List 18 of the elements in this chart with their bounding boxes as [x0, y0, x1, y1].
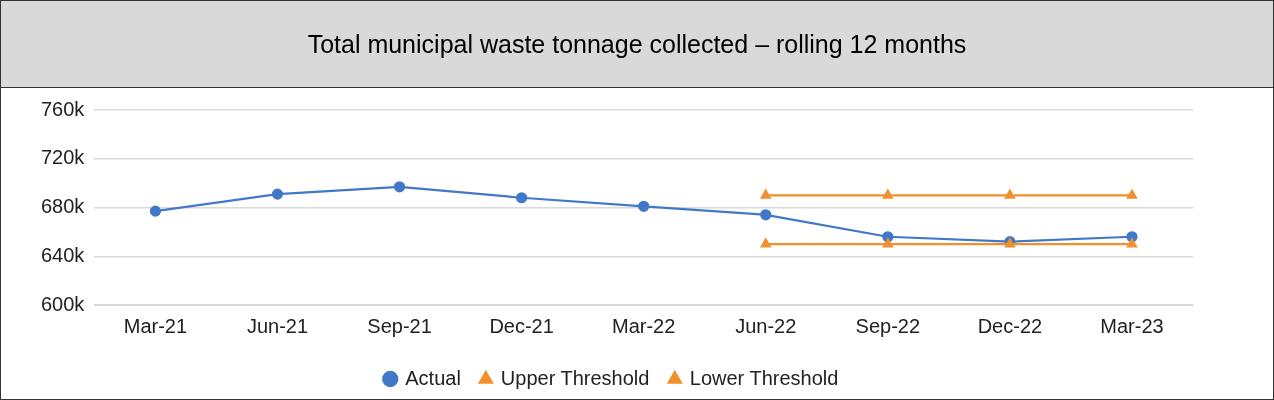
legend-label: Lower Threshold: [689, 366, 839, 389]
x-tick-label: Dec-22: [977, 314, 1043, 337]
y-tick-label: 720k: [40, 146, 86, 169]
y-tick-label: 680k: [40, 195, 86, 218]
chart-title: Total municipal waste tonnage collected – rolling 12 months: [1, 1, 1273, 88]
legend-label: Upper Threshold: [500, 366, 650, 389]
x-tick-label: Mar-22: [612, 314, 676, 337]
x-tick-label: Sep-21: [367, 314, 432, 337]
y-tick-label: 760k: [40, 97, 86, 120]
x-tick-label: Jun-22: [735, 314, 797, 337]
y-tick-label: 600k: [40, 292, 86, 315]
x-tick-label: Mar-23: [1100, 314, 1164, 337]
legend-label: Actual: [405, 366, 461, 389]
x-tick-label: Mar-21: [123, 314, 188, 337]
y-tick-label: 640k: [40, 243, 86, 266]
x-tick-label: Sep-22: [855, 314, 921, 337]
x-tick-label: Dec-21: [489, 314, 554, 337]
x-tick-label: Jun-21: [246, 314, 309, 337]
